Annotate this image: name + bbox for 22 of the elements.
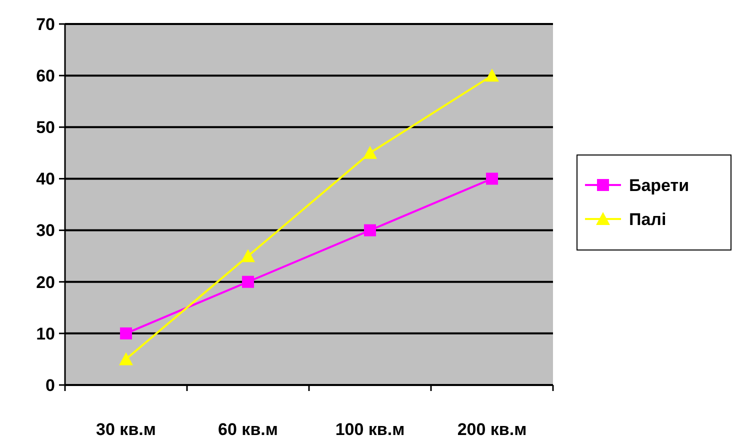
x-tick-label: 200 кв.м	[457, 420, 527, 439]
point	[486, 172, 498, 185]
y-tick-label: 50	[36, 118, 55, 138]
point	[241, 249, 255, 262]
y-tick-label: 70	[36, 14, 55, 34]
point	[364, 224, 376, 236]
legend-label: Палі	[629, 210, 666, 229]
y-tick-label: 0	[46, 376, 55, 395]
point	[119, 352, 133, 366]
x-tick-label: 30 кв.м	[96, 420, 156, 439]
x-tick-label: 60 кв.м	[218, 420, 278, 439]
y-tick-label: 10	[36, 324, 55, 344]
point	[120, 327, 132, 340]
legend-label: Барети	[629, 176, 690, 195]
x-tick-label: 100 кв.м	[335, 420, 405, 439]
point	[363, 146, 377, 159]
point	[242, 276, 254, 288]
y-tick-label: 20	[36, 272, 55, 292]
y-tick-label: 60	[36, 66, 55, 86]
y-tick-label: 40	[36, 170, 55, 189]
point	[485, 68, 499, 82]
y-tick-label: 30	[36, 221, 55, 240]
